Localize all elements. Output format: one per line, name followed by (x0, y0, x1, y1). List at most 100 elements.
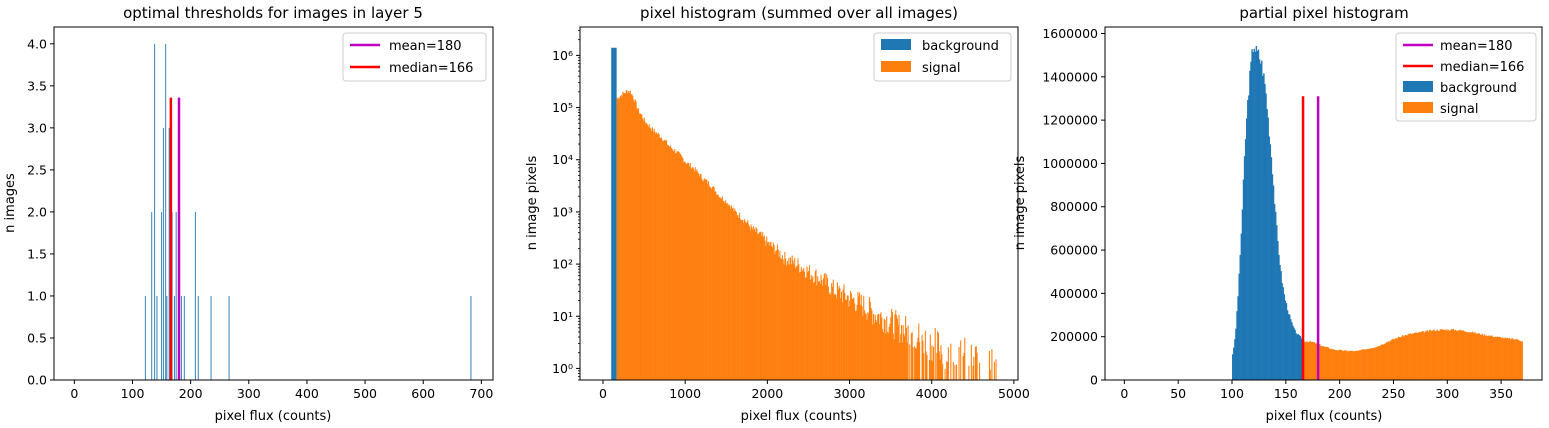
chart-2-bar-signal (813, 281, 815, 380)
chart-2-bar-signal (637, 109, 639, 380)
chart-3-bar-signal (1431, 331, 1433, 380)
chart-2-bar-signal (751, 227, 753, 380)
chart-3-frame (1104, 26, 1543, 381)
chart-1-title: optimal thresholds for images in layer 5 (123, 4, 423, 22)
chart-2-bar-signal (792, 260, 794, 380)
chart-3-legend-box (1395, 32, 1537, 122)
chart-2-bar-signal (804, 277, 806, 380)
chart-3-bar-signal (1518, 340, 1520, 380)
chart-2-bar-signal (858, 296, 860, 380)
chart-3-bar-signal (1338, 349, 1340, 380)
chart-2-bar-signal (893, 339, 895, 380)
chart-3-ylabel: n image pixels (1013, 156, 1028, 251)
chart-2-bar-signal (916, 342, 918, 380)
chart-2-bar-signal (772, 242, 774, 380)
chart-2-bar-signal (863, 295, 865, 380)
chart-3-bar-background (1237, 296, 1239, 380)
chart-3-xtick-label: 100 (1220, 386, 1244, 401)
chart-2-bar-signal (827, 286, 829, 380)
chart-2-bar-signal (708, 185, 710, 380)
chart-2-bar-signal (740, 220, 742, 380)
chart-3-bar-background (1300, 338, 1303, 380)
chart-2-bar-signal (845, 299, 847, 380)
chart-2-bar-signal (665, 140, 668, 380)
chart-2-bar-signal (679, 152, 681, 380)
chart-3-legend-background-swatch (1403, 81, 1433, 92)
chart-3-bar-background (1270, 157, 1273, 380)
chart-2-bar-signal (963, 353, 965, 380)
chart-2-bar-signal (956, 364, 958, 380)
chart-2-bar-signal (640, 114, 642, 381)
chart-2-bar-signal (878, 324, 880, 380)
chart-1-bar (162, 127, 164, 380)
chart-2-bar-signal (834, 293, 836, 380)
chart-2-bar-signal (730, 208, 732, 380)
chart-2-bar-signal (745, 222, 747, 380)
chart-2-bar-signal (776, 244, 778, 380)
chart-2-bar-signal (718, 197, 720, 380)
chart-2-bar-signal (895, 310, 897, 380)
chart-2-bar-signal (691, 167, 693, 380)
chart-2-bar-signal (672, 150, 674, 380)
chart-2-bar-signal (779, 250, 781, 380)
chart-2-bar-signal (847, 295, 849, 380)
chart-2-bar-signal (881, 317, 883, 380)
chart-2-ytick-label: 10¹ (552, 309, 573, 324)
chart-2-bar-signal (695, 170, 697, 380)
chart-2-bar-signal (720, 198, 722, 380)
chart-2-bar-signal (724, 202, 726, 380)
chart-2-bar-signal (820, 274, 822, 380)
chart-3-bar-signal (1329, 349, 1332, 380)
chart-2-bar-signal (864, 310, 866, 380)
chart-3-bar-signal (1475, 333, 1477, 380)
chart-3-bar-signal (1384, 343, 1387, 380)
chart-3-ytick-label: 800000 (1050, 199, 1098, 214)
chart-2-bar-signal (625, 90, 627, 380)
chart-3-bar-background (1248, 95, 1250, 381)
chart-2-bar-signal (805, 277, 807, 380)
chart-3-bar-signal (1458, 330, 1460, 380)
chart-3-bar-background (1297, 334, 1300, 380)
chart-2-bar-signal (639, 113, 641, 381)
chart-3-bar-background (1266, 109, 1268, 381)
chart-2-bar-signal (785, 258, 787, 380)
chart-2-bar-signal (888, 326, 890, 380)
chart-3-ytick-label: 1000000 (1042, 156, 1098, 171)
chart-2-xtick-label: 4000 (916, 386, 948, 401)
chart-2-bar-signal (810, 274, 812, 380)
chart-2-bar-signal (897, 324, 899, 380)
chart-2-bar-signal (773, 245, 775, 380)
chart-2-bar-signal (937, 333, 940, 380)
chart-2-bar-signal (661, 140, 663, 380)
chart-2-bar-signal (702, 180, 705, 380)
chart-2-bar-signal (665, 140, 667, 380)
chart-2-bar-signal (707, 181, 709, 380)
chart-2-bar-signal (742, 219, 744, 380)
chart-3-bar-signal (1500, 337, 1502, 380)
chart-3-bar-signal (1450, 329, 1452, 380)
chart-1-bar (183, 295, 185, 380)
chart-1-bar (470, 295, 472, 380)
chart-2-bar-signal (887, 332, 889, 380)
chart-3-bar-signal (1477, 333, 1479, 380)
chart-2-bar-signal (666, 144, 668, 380)
chart-3-bar-signal (1336, 350, 1338, 380)
chart-1-ytick-label: 2.0 (27, 204, 47, 219)
chart-1-frame (53, 26, 494, 381)
chart-3-bar-background (1263, 73, 1265, 380)
chart-2-bar-signal (821, 279, 823, 380)
chart-2-bar-signal (749, 230, 751, 380)
chart-2-bar-signal (678, 151, 680, 380)
chart-3-bar-signal (1365, 349, 1367, 380)
chart-3-bar-background (1256, 50, 1259, 380)
chart-2-bar-signal (647, 126, 649, 380)
chart-2-bar-signal (918, 323, 920, 380)
chart-3-bar-signal (1446, 330, 1448, 380)
chart-2-bar-signal (689, 163, 691, 380)
chart-2-bar-signal (656, 134, 658, 380)
chart-3-bar-background (1278, 254, 1280, 380)
chart-2-bar-signal (664, 139, 666, 380)
chart-3-bar-signal (1454, 329, 1457, 380)
chart-3-bar-signal (1306, 341, 1308, 380)
chart-2-bar-signal (930, 359, 932, 380)
